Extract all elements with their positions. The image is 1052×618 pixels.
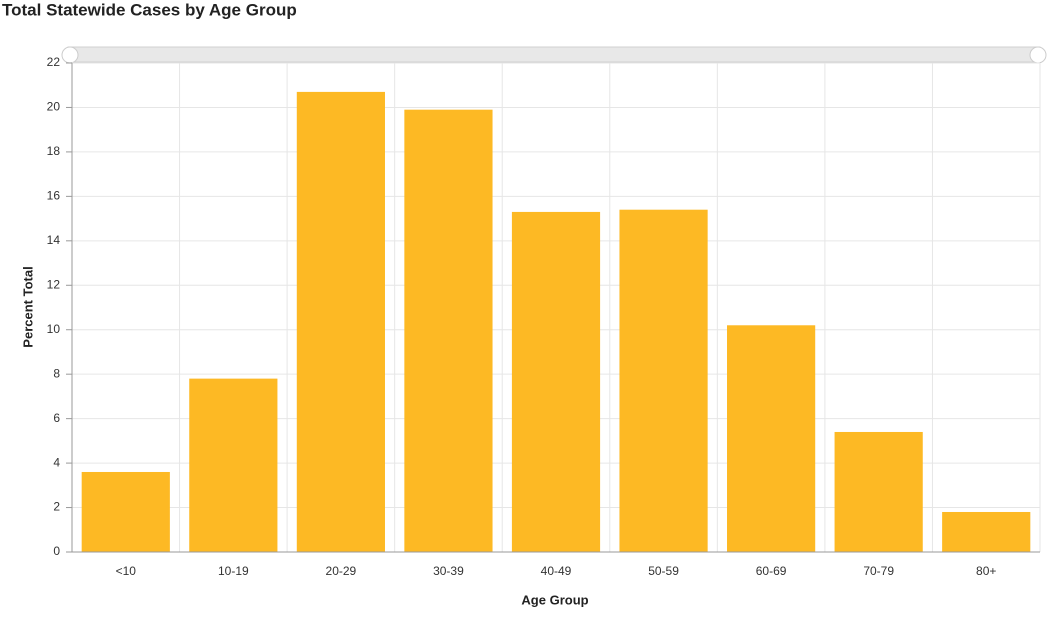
y-tick-label: 6 xyxy=(53,411,60,425)
y-tick-label: 12 xyxy=(47,277,61,291)
x-tick-label: 80+ xyxy=(976,564,996,578)
y-tick-label: 2 xyxy=(53,500,60,514)
y-tick-label: 10 xyxy=(47,322,61,336)
bar xyxy=(81,471,170,552)
bar xyxy=(404,109,493,552)
x-tick-label: 20-29 xyxy=(326,564,357,578)
y-tick-label: 20 xyxy=(47,100,61,114)
bar xyxy=(727,325,816,552)
x-tick-label: 10-19 xyxy=(218,564,249,578)
scroll-handle-right[interactable] xyxy=(1029,46,1047,64)
x-tick-label: 70-79 xyxy=(863,564,894,578)
x-tick-label: 50-59 xyxy=(648,564,679,578)
x-tick-label: 60-69 xyxy=(756,564,787,578)
bar xyxy=(834,431,923,552)
chart-title: Total Statewide Cases by Age Group xyxy=(2,0,297,19)
x-axis-title: Age Group xyxy=(521,592,588,607)
y-axis-title: Percent Total xyxy=(20,266,35,347)
y-tick-label: 18 xyxy=(47,144,61,158)
bar xyxy=(619,209,708,552)
y-tick-label: 22 xyxy=(47,55,61,69)
x-tick-label: <10 xyxy=(116,564,137,578)
y-tick-label: 0 xyxy=(53,544,60,558)
bar xyxy=(189,378,278,552)
bar xyxy=(942,511,1031,552)
y-tick-label: 14 xyxy=(47,233,61,247)
bar xyxy=(296,91,385,553)
scrollbar[interactable] xyxy=(67,46,1041,63)
y-tick-label: 16 xyxy=(47,189,61,203)
x-tick-label: 40-49 xyxy=(541,564,572,578)
bar xyxy=(511,211,601,552)
x-tick-label: 30-39 xyxy=(433,564,464,578)
y-tick-label: 8 xyxy=(53,366,60,380)
y-tick-label: 4 xyxy=(53,455,60,469)
scroll-handle-left[interactable] xyxy=(61,46,79,64)
